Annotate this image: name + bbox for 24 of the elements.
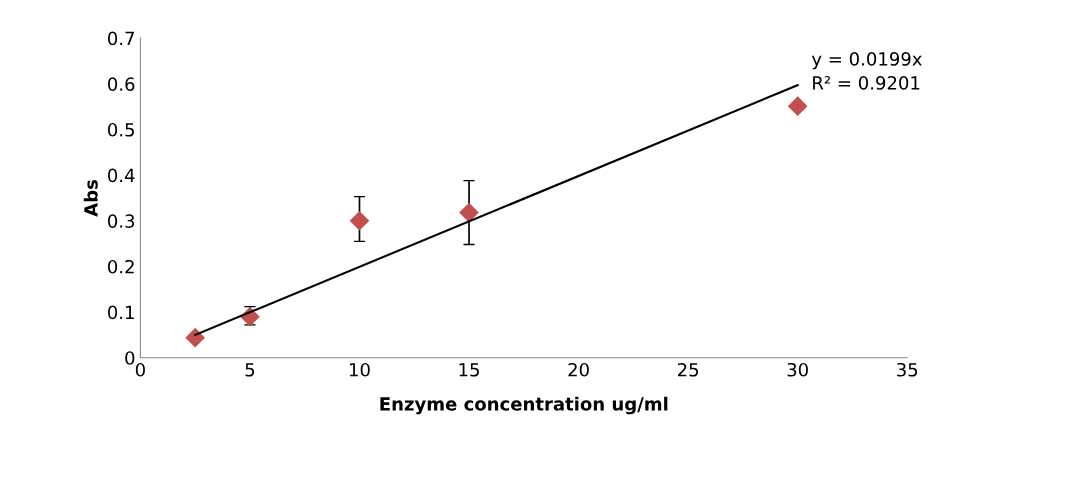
y-tick-label: 0.6 <box>108 77 135 91</box>
y-tick-label: 0.3 <box>108 214 135 228</box>
y-tick-label: 0.1 <box>108 305 134 320</box>
x-tick-label: 15 <box>459 363 479 377</box>
point <box>349 211 370 231</box>
x-tick-label: 5 <box>245 363 255 377</box>
x-tick-label: 0 <box>135 362 145 377</box>
y-tick-label: 0.4 <box>108 168 135 183</box>
point <box>459 203 479 223</box>
x-tick-label: 30 <box>787 362 808 377</box>
x-tick-label: 10 <box>349 362 370 377</box>
x-axis-title: Enzyme concentration ug/ml <box>380 396 668 415</box>
x-tick-label: 20 <box>568 362 589 377</box>
y-axis-title: Abs <box>83 179 98 217</box>
x-tick-label: 25 <box>677 362 699 377</box>
annotation: y = 0.0199x <box>811 52 922 70</box>
point <box>788 96 808 116</box>
y-tick-label: 0 <box>125 351 135 365</box>
point <box>185 328 205 348</box>
y-tick-label: 0.7 <box>108 31 134 46</box>
y-tick-label: 0.5 <box>108 122 134 137</box>
annotation: R² = 0.9201 <box>813 76 920 90</box>
y-tick-label: 0.2 <box>108 259 134 274</box>
x-tick-label: 35 <box>897 362 918 377</box>
